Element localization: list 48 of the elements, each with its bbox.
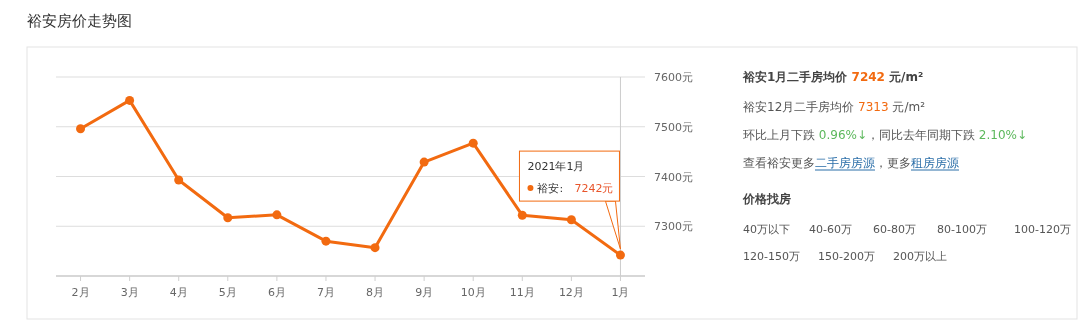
x-tick-label: 12月 (558, 286, 584, 299)
x-tick-label: 10月 (460, 286, 486, 299)
x-tick-label: 2月 (71, 286, 90, 299)
text: 环比上月下跌 0.96%↓，同比去年同期下跌 2.10%↓ (743, 128, 1028, 142)
point (76, 124, 86, 134)
text: 查看裕安更多 (743, 156, 815, 170)
chart-title: 裕安房价走势图 (27, 12, 132, 30)
point (174, 175, 184, 185)
annotation: 裕安: (537, 182, 564, 196)
point (321, 236, 331, 246)
point (370, 243, 380, 253)
text: ，更多 (875, 156, 911, 170)
x-tick-label: 1月 (611, 286, 630, 299)
y-tick-label: 7400元 (654, 170, 693, 184)
x-tick-label: 8月 (366, 286, 385, 299)
point (419, 157, 429, 167)
point (125, 95, 135, 105)
point (517, 210, 527, 220)
point (272, 210, 282, 220)
point (566, 215, 576, 225)
x-tick-label: 4月 (169, 286, 188, 299)
text: 40-60万 (809, 223, 852, 236)
x-tick-label: 11月 (509, 286, 535, 299)
text: 二手房房源 (815, 156, 875, 170)
y-tick-label: 7600元 (654, 71, 693, 84)
text: 200万以上 (893, 250, 947, 263)
text: 价格找房 (742, 192, 791, 206)
text: 裕安12月二手房均价 7313 元/m² (743, 100, 926, 114)
x-tick-label: 5月 (218, 286, 237, 299)
point (615, 250, 625, 260)
x-tick-label: 7月 (316, 286, 335, 299)
x-tick-label: 3月 (120, 286, 139, 299)
text: 60-80万 (873, 223, 916, 236)
point (468, 138, 478, 148)
text: 裕安1月二手房均价 7242 元/m² (742, 70, 924, 84)
text: 100-120万 (1014, 223, 1071, 236)
text: 150-200万 (818, 250, 875, 263)
x-tick-label: 6月 (267, 286, 286, 299)
text: 80-100万 (937, 223, 987, 236)
text: 40万以下 (743, 223, 790, 236)
y-tick-label: 7300元 (654, 220, 693, 234)
text: 租房房源 (911, 156, 959, 170)
x-tick-label: 9月 (415, 286, 434, 299)
y-tick-label: 7500元 (654, 120, 693, 134)
annotation: 7242元 (574, 182, 614, 196)
annotation: 2021年1月 (527, 160, 585, 174)
text: 120-150万 (743, 250, 800, 263)
point (223, 213, 233, 223)
